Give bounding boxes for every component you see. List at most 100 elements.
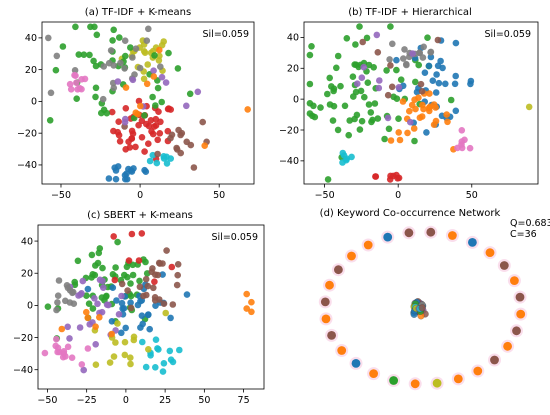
panel-a-point-brown (177, 149, 184, 157)
panel-b-point-green (393, 66, 400, 74)
panel-c-point-green (114, 238, 121, 246)
panel-b-point-green (349, 73, 357, 80)
panel-b-point-orange (399, 98, 407, 105)
panel-c-point-red (110, 233, 117, 240)
panel-c-point-gray (69, 289, 76, 297)
panel-b-point-red (395, 174, 403, 182)
panel-d-node-orange (473, 366, 483, 376)
panel-d-node-orange (321, 314, 331, 324)
panel-a-y-tick-label: −40 (17, 160, 37, 171)
panel-c-point-cyan (159, 368, 167, 375)
panel-a-point-green (127, 44, 134, 51)
panel-c-point-brown (144, 282, 152, 290)
panel-a-point-gray (129, 54, 136, 61)
panel-b-point-red (389, 172, 397, 180)
panel-c-point-brown (148, 268, 155, 276)
panel-a-outlier-point (244, 106, 251, 113)
panel-c-point-purple (66, 335, 73, 342)
panel-c-point-olive (114, 320, 121, 327)
panel-a-point-red (156, 130, 164, 137)
panel-a-point-red (145, 122, 153, 130)
panel-c-point-brown (124, 287, 131, 294)
panel-a-point-red (154, 136, 161, 144)
panel-c-y-tick-label: 40 (21, 236, 33, 247)
panel-c-point-orange (92, 323, 99, 331)
panel-a-point-gray (121, 37, 129, 44)
panel-a-point-pink (66, 80, 74, 88)
panel-d-node-green (389, 376, 398, 385)
panel-c-point-orange (58, 325, 66, 333)
panel-c-point-brown (127, 304, 135, 312)
panel-d-node-orange (325, 280, 334, 290)
panel-b-point-purple (358, 74, 366, 81)
panel-d-node-brown (515, 292, 525, 302)
panel-c-point-olive (112, 339, 119, 346)
panel-b-point-green (352, 88, 360, 96)
panel-a-point-green (92, 62, 100, 70)
panel-b-point-cyan (343, 156, 350, 164)
panel-c-point-brown (136, 283, 144, 291)
panel-a-point-red (128, 127, 136, 135)
panel-a-point-green (73, 95, 80, 102)
panel-c-point-green (129, 271, 137, 279)
panel-b-point-orange (419, 101, 426, 109)
panel-b-point-orange (411, 96, 418, 103)
panel-b-point-green (343, 35, 351, 42)
panel-b-point-green (371, 100, 379, 107)
panel-c-point-red (128, 230, 136, 238)
panel-b-point-green (326, 101, 334, 108)
panel-b-point-green (363, 34, 371, 42)
panel-a-point-red (145, 140, 152, 147)
panel-c-point-gray (54, 299, 61, 306)
panel-d-node-blue (383, 232, 393, 242)
panel-b-point-purple (373, 31, 381, 39)
panel-b-point-green (337, 82, 344, 90)
panel-a-point-red (114, 128, 121, 136)
panel-b-point-green (361, 93, 368, 101)
panel-b-point-blue (423, 129, 430, 136)
panel-b-point-orange (404, 129, 411, 137)
panel-a-point-cyan (163, 160, 171, 167)
panel-b-point-blue (427, 53, 435, 61)
panel-b-point-green (329, 117, 337, 124)
panel-c-point-blue (118, 329, 125, 337)
panel-b-point-green (370, 64, 378, 71)
panel-d-node-olive (432, 378, 442, 388)
panel-b-point-green (385, 125, 393, 133)
panel-c-outlier-point (248, 308, 255, 316)
panel-a-x-tick-label: 50 (213, 190, 225, 201)
panel-c-point-purple (91, 295, 98, 302)
panel-a-point-red (155, 108, 162, 115)
panel-c-point-orange (83, 308, 90, 316)
panel-a-point-red (152, 122, 160, 129)
panel-a-point-orange (150, 73, 158, 80)
panel-a-point-purple (158, 73, 166, 81)
panel-b-point-orange (387, 137, 395, 144)
panel-b-point-orange (396, 136, 404, 144)
panel-a-point-gray (145, 25, 152, 33)
panel-a-point-green (151, 52, 158, 59)
panel-c-point-gray (55, 277, 63, 284)
panel-b-point-green (333, 64, 340, 72)
panel-a-point-cyan (160, 153, 167, 160)
panel-a-point-red (108, 108, 116, 116)
panel-c-point-purple (79, 277, 87, 285)
panel-b-point-red (372, 173, 379, 180)
panel-b-point-gray (403, 61, 410, 69)
panel-b-point-green (334, 126, 342, 134)
panel-b-point-brown (359, 38, 367, 46)
panel-a-point-purple (121, 118, 129, 126)
panel-c-point-blue (118, 299, 126, 307)
panel-a-point-gray (136, 64, 144, 72)
panel-c-x-tick-label: 75 (238, 395, 250, 406)
panel-c-point-brown (118, 280, 126, 288)
panel-a-point-gray (131, 71, 138, 78)
panel-d-node-blue (468, 238, 477, 247)
panel-d-node-orange (347, 251, 356, 261)
panel-a-point-brown (183, 138, 190, 146)
panel-b-x-tick-label: 0 (395, 190, 401, 201)
panel-d-node-brown (334, 265, 343, 275)
panel-a-point-gray (99, 95, 107, 103)
panel-d-node-orange (369, 369, 378, 378)
panel-a-title: (a) TF-IDF + K-means (85, 7, 191, 18)
